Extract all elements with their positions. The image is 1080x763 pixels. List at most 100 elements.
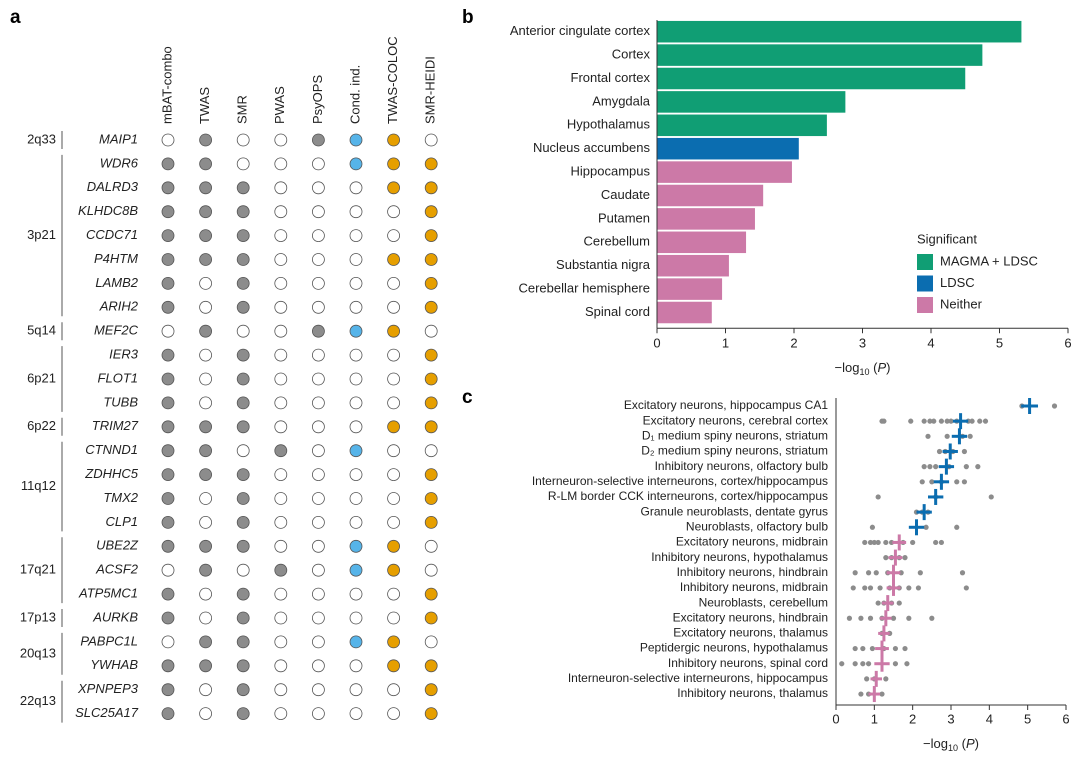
gene-name: DALRD3 [87,179,139,194]
gray-point [860,645,866,652]
y-tick-label: Hippocampus [571,164,651,179]
dot [199,444,213,458]
y-tick-label: Frontal cortex [571,70,651,85]
dot [274,468,288,482]
gray-point [850,585,856,591]
y-tick-label: Putamen [598,210,650,225]
dot [311,707,325,720]
dot [311,372,325,386]
gray-point [883,676,889,682]
dot [199,635,213,649]
dot [199,133,213,147]
dot [274,611,288,625]
column-header: TWAS-COLOC [385,36,400,124]
dot [349,659,363,673]
dot [236,205,250,219]
column-header: Cond. ind. [347,65,362,124]
gray-point [923,524,929,530]
y-tick-label: Spinal cord [585,304,650,319]
gray-point [862,585,868,591]
dot [236,707,250,720]
bar [657,161,792,183]
dot [236,324,250,338]
gray-point [862,539,868,546]
gray-point [1051,403,1058,409]
gene-name: FLOT1 [98,370,138,385]
dot [199,707,213,720]
dot [387,276,401,290]
dot [236,420,250,434]
dot [161,396,175,410]
locus-label: 6p22 [27,418,56,433]
dot [311,539,325,553]
gray-point [871,539,877,546]
dot [387,492,401,505]
bar [657,91,846,113]
dot [424,611,438,625]
column-header: PWAS [272,86,287,124]
dot [424,396,438,410]
dot [387,133,401,147]
gray-point [938,539,945,546]
y-tick-label: Excitatory neurons, thalamus [673,626,828,640]
gray-point [967,433,973,439]
gene-name: UBE2Z [96,538,139,553]
locus-label: 3p21 [27,227,56,242]
dot [236,683,250,697]
x-label-subscript: 10 [859,368,869,378]
bar [657,44,983,66]
dot [424,348,438,362]
gray-point [961,479,968,485]
dot [199,300,213,314]
dot [274,181,288,195]
gene-name: AURKB [92,609,138,624]
gray-point [864,676,870,682]
gray-point [873,570,879,576]
gray-point [959,570,966,576]
dot [274,276,288,290]
dot [311,420,325,434]
x-label-open: ( [870,361,879,376]
gray-point [858,691,864,697]
y-tick-label: Excitatory neurons, hindbrain [673,610,828,624]
dot [161,300,175,314]
gray-point [929,615,935,621]
dot [311,563,325,577]
y-tick-label: Excitatory neurons, hippocampus CA1 [624,398,828,412]
dot [161,539,175,553]
dot [311,300,325,314]
dot [349,492,363,505]
dot [424,133,438,147]
y-tick-label: Cerebellar hemisphere [518,281,650,296]
dot [349,707,363,720]
dot [311,468,325,482]
dot [161,420,175,434]
dot [236,300,250,314]
dot [236,157,250,171]
dot [161,372,175,386]
gray-point [867,615,874,621]
dot [311,587,325,601]
dot [349,635,363,649]
dot [274,444,288,458]
y-tick-label: Neuroblasts, olfactory bulb [686,519,828,533]
bar [657,20,1022,43]
legend-label: Neither [940,296,983,311]
dot [274,396,288,410]
gray-point [875,600,881,606]
dot [199,539,213,553]
gray-point [902,645,908,652]
dot [236,516,250,529]
dot [199,181,213,195]
dot [424,516,438,529]
gray-point [915,585,922,591]
panel-label: b [462,7,474,28]
bar [657,67,966,90]
dot [424,157,438,171]
y-tick-label: D₂ medium spiny neurons, striatum [641,444,828,458]
bar [657,184,764,207]
dot [236,635,250,649]
dot [387,444,401,458]
gene-name: P4HTM [94,251,138,266]
dot [161,587,175,601]
